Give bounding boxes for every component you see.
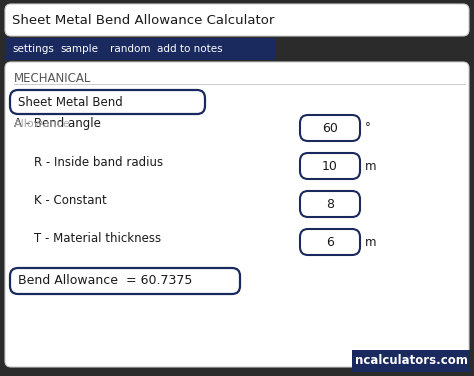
Text: random: random [110, 44, 151, 54]
FancyBboxPatch shape [5, 62, 469, 367]
Text: m: m [365, 235, 376, 249]
Text: Allowance: Allowance [14, 119, 71, 129]
Text: settings: settings [12, 44, 54, 54]
FancyBboxPatch shape [300, 191, 360, 217]
Text: K - Constant: K - Constant [34, 194, 107, 206]
Text: sample: sample [60, 44, 98, 54]
FancyBboxPatch shape [10, 268, 240, 294]
Bar [352, 350, 470, 372]
FancyBboxPatch shape [300, 153, 360, 179]
Text: 60: 60 [322, 121, 338, 135]
FancyBboxPatch shape [300, 229, 360, 255]
Text: Sheet Metal Bend Allowance Calculator: Sheet Metal Bend Allowance Calculator [12, 14, 274, 26]
Text: Sheet Metal Bend: Sheet Metal Bend [18, 96, 123, 109]
FancyBboxPatch shape [300, 115, 360, 141]
FancyBboxPatch shape [10, 90, 205, 114]
Text: ncalculators.com: ncalculators.com [355, 355, 467, 367]
Text: m: m [365, 159, 376, 173]
Text: 8: 8 [326, 197, 334, 211]
Text: R - Inside band radius: R - Inside band radius [34, 156, 163, 168]
FancyBboxPatch shape [5, 4, 469, 36]
Text: °: ° [365, 121, 371, 135]
Text: MECHANICAL: MECHANICAL [14, 71, 91, 85]
Text: Bend Allowance  = 60.7375: Bend Allowance = 60.7375 [18, 274, 192, 288]
Text: A - Bend angle: A - Bend angle [14, 117, 101, 130]
Text: add to notes: add to notes [157, 44, 223, 54]
Text: 6: 6 [326, 235, 334, 249]
Text: 10: 10 [322, 159, 338, 173]
Text: T - Material thickness: T - Material thickness [34, 232, 161, 244]
Bar [5, 38, 275, 60]
